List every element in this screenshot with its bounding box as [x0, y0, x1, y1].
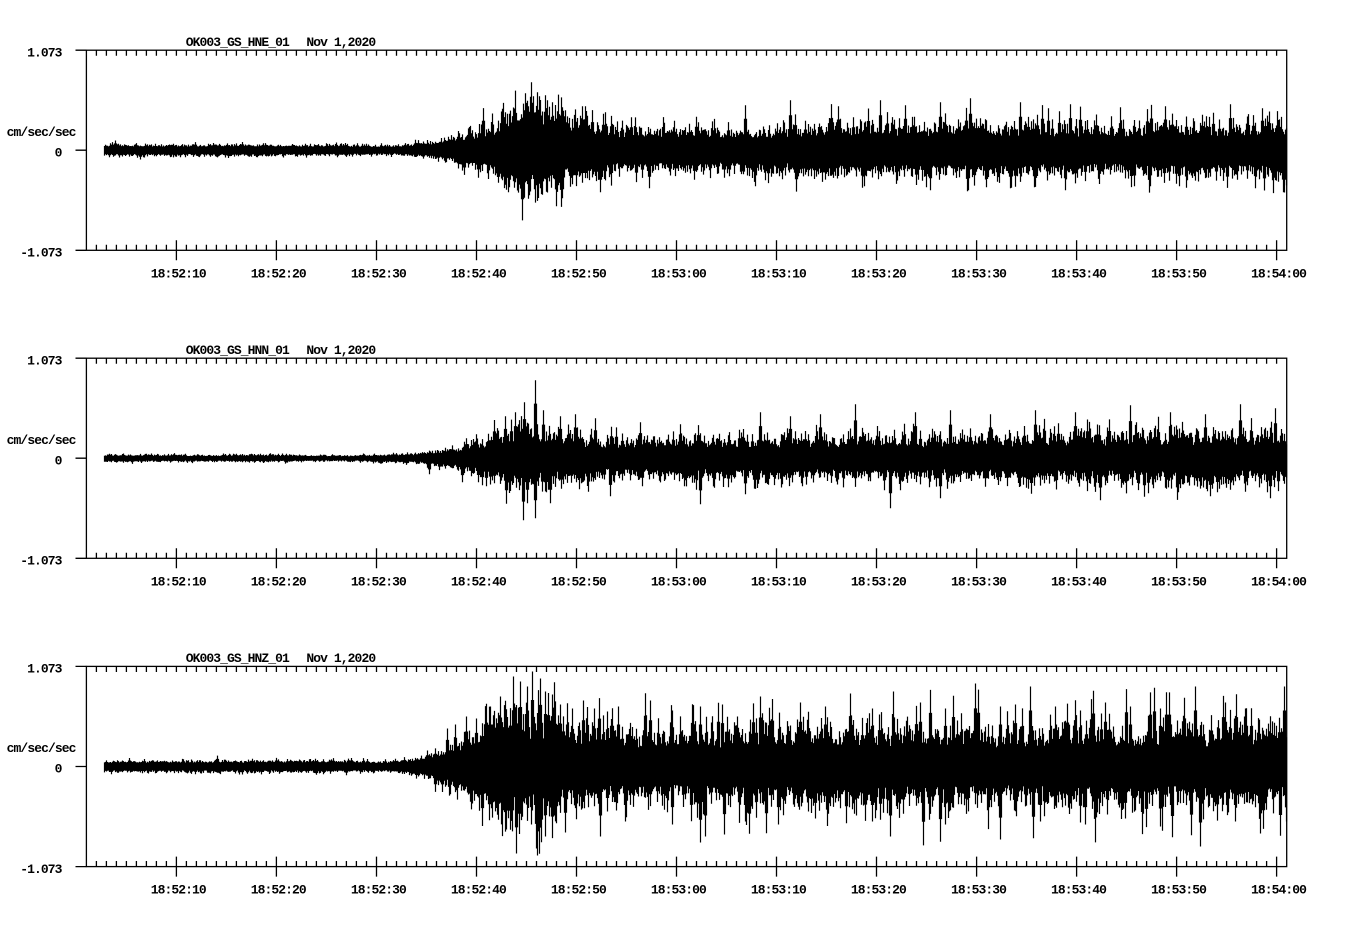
svg-text:Nov 1,2020: Nov 1,2020 — [306, 651, 376, 666]
svg-text:18:52:30: 18:52:30 — [351, 574, 407, 589]
svg-text:0: 0 — [55, 762, 63, 777]
svg-text:0: 0 — [55, 145, 63, 160]
svg-text:18:52:30: 18:52:30 — [351, 266, 407, 281]
svg-text:18:52:20: 18:52:20 — [251, 574, 307, 589]
svg-text:18:53:30: 18:53:30 — [951, 574, 1007, 589]
svg-text:18:54:00: 18:54:00 — [1251, 266, 1307, 281]
svg-text:18:53:10: 18:53:10 — [751, 574, 807, 589]
svg-text:18:52:10: 18:52:10 — [151, 883, 207, 898]
svg-text:18:52:50: 18:52:50 — [551, 883, 607, 898]
svg-text:18:53:50: 18:53:50 — [1151, 266, 1207, 281]
svg-text:-1.073: -1.073 — [20, 554, 62, 569]
svg-text:18:53:00: 18:53:00 — [651, 266, 707, 281]
svg-text:1.073: 1.073 — [27, 45, 63, 60]
svg-text:cm/sec/sec: cm/sec/sec — [7, 125, 77, 140]
svg-text:18:52:50: 18:52:50 — [551, 266, 607, 281]
svg-text:18:53:30: 18:53:30 — [951, 883, 1007, 898]
svg-text:18:53:00: 18:53:00 — [651, 574, 707, 589]
svg-text:18:52:20: 18:52:20 — [251, 266, 307, 281]
svg-text:18:53:30: 18:53:30 — [951, 266, 1007, 281]
svg-text:18:53:20: 18:53:20 — [851, 883, 907, 898]
svg-text:1.073: 1.073 — [27, 662, 63, 677]
svg-text:18:52:50: 18:52:50 — [551, 574, 607, 589]
svg-text:OK003_GS_HNE_01: OK003_GS_HNE_01 — [186, 35, 290, 50]
svg-text:18:53:40: 18:53:40 — [1051, 883, 1107, 898]
svg-text:18:53:10: 18:53:10 — [751, 266, 807, 281]
svg-text:18:53:50: 18:53:50 — [1151, 883, 1207, 898]
svg-text:0: 0 — [55, 453, 63, 468]
svg-text:18:52:40: 18:52:40 — [451, 266, 507, 281]
svg-text:-1.073: -1.073 — [20, 246, 62, 261]
svg-text:Nov 1,2020: Nov 1,2020 — [306, 35, 376, 50]
svg-text:OK003_GS_HNN_01: OK003_GS_HNN_01 — [186, 343, 290, 358]
svg-text:18:53:00: 18:53:00 — [651, 883, 707, 898]
svg-text:18:53:20: 18:53:20 — [851, 266, 907, 281]
svg-text:cm/sec/sec: cm/sec/sec — [7, 433, 77, 448]
svg-text:1.073: 1.073 — [27, 353, 63, 368]
svg-text:cm/sec/sec: cm/sec/sec — [7, 741, 77, 756]
svg-text:OK003_GS_HNZ_01: OK003_GS_HNZ_01 — [186, 651, 290, 666]
svg-text:-1.073: -1.073 — [20, 862, 62, 877]
svg-text:18:53:40: 18:53:40 — [1051, 574, 1107, 589]
svg-text:18:52:40: 18:52:40 — [451, 574, 507, 589]
svg-text:Nov 1,2020: Nov 1,2020 — [306, 343, 376, 358]
svg-text:18:54:00: 18:54:00 — [1251, 883, 1307, 898]
svg-text:18:52:10: 18:52:10 — [151, 574, 207, 589]
svg-text:18:52:20: 18:52:20 — [251, 883, 307, 898]
svg-text:18:52:10: 18:52:10 — [151, 266, 207, 281]
svg-text:18:53:40: 18:53:40 — [1051, 266, 1107, 281]
svg-text:18:52:40: 18:52:40 — [451, 883, 507, 898]
svg-text:18:53:10: 18:53:10 — [751, 883, 807, 898]
svg-text:18:53:20: 18:53:20 — [851, 574, 907, 589]
svg-text:18:52:30: 18:52:30 — [351, 883, 407, 898]
svg-text:18:53:50: 18:53:50 — [1151, 574, 1207, 589]
svg-text:18:54:00: 18:54:00 — [1251, 574, 1307, 589]
